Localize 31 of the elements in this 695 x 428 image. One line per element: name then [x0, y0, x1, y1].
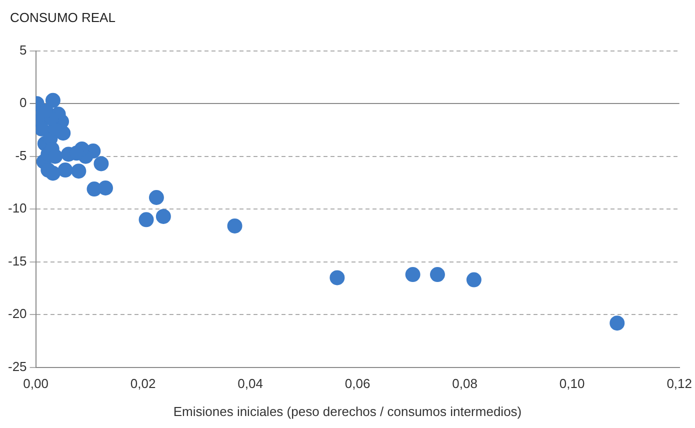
point: [330, 270, 345, 286]
point: [156, 208, 171, 224]
y-tick-label: 5: [20, 42, 27, 58]
x-tick-label: 0,08: [452, 376, 478, 391]
point: [138, 212, 154, 228]
y-tick-label: -5: [15, 148, 27, 163]
point: [610, 316, 625, 331]
point: [58, 162, 73, 178]
point: [71, 164, 86, 179]
x-axis-title: Emisiones iniciales (peso derechos / consumos intermedios): [172, 404, 523, 419]
y-tick-label: -25: [8, 358, 27, 374]
point: [405, 267, 420, 282]
y-tick-label: -10: [8, 200, 27, 216]
point: [148, 190, 164, 205]
point: [45, 166, 60, 181]
point: [430, 267, 445, 282]
point: [94, 156, 109, 172]
x-tick-label: 0,04: [238, 376, 263, 391]
point: [98, 180, 114, 196]
point: [227, 218, 242, 234]
y-tick-label: -15: [8, 253, 27, 268]
x-tick-label: 0,10: [559, 376, 585, 391]
point: [45, 92, 60, 108]
y-tick-label: 0: [20, 95, 27, 110]
point: [466, 272, 482, 288]
x-tick-label: 0,02: [130, 376, 156, 391]
x-tick-label: 0,12: [666, 376, 692, 391]
x-tick-label: 0,00: [23, 376, 48, 391]
y-tick-label: -20: [8, 306, 27, 322]
chart-title: CONSUMO REAL: [10, 10, 116, 25]
x-tick-label: 0,06: [344, 376, 370, 391]
